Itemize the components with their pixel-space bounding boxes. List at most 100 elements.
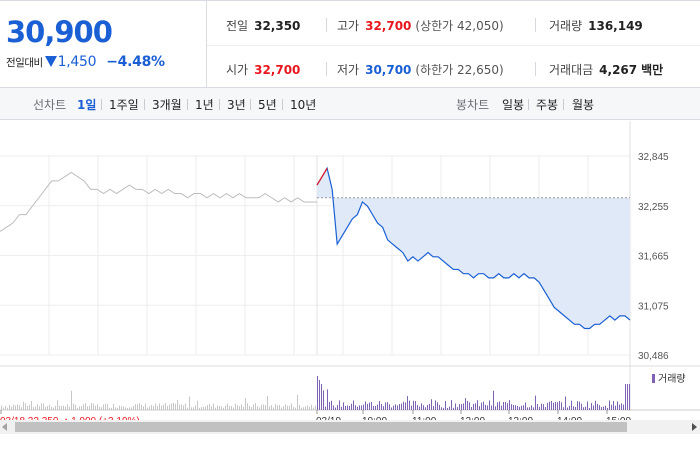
volume-bar [461, 404, 462, 410]
volume-bar [507, 403, 508, 410]
volume-bar [57, 400, 58, 410]
volume-bar [549, 401, 550, 410]
volume-bar [25, 403, 26, 410]
volume-bar [479, 406, 480, 410]
volume-bar [117, 407, 118, 410]
volume-bar [375, 405, 376, 410]
volume-bar [45, 406, 46, 410]
horizontal-scrollbar[interactable] [0, 420, 700, 434]
volume-bar [413, 400, 414, 410]
period-1-year[interactable]: 1년 [195, 98, 214, 112]
scroll-left-arrow-icon[interactable] [2, 423, 7, 431]
volume-bar [171, 403, 172, 410]
volume-bar [275, 403, 276, 410]
volume-bar [361, 405, 362, 410]
scroll-thumb[interactable] [15, 422, 627, 432]
volume-bar [309, 406, 310, 410]
volume-bar [161, 405, 162, 410]
volume-bar [417, 404, 418, 410]
volume-bar [123, 406, 124, 410]
volume-bar [211, 406, 212, 410]
volume-bar [109, 407, 110, 410]
row-divider [207, 45, 700, 46]
scroll-right-arrow-icon[interactable] [692, 423, 697, 431]
volume-bar [439, 404, 440, 410]
volume-bar [445, 401, 446, 410]
volume-bar [179, 404, 180, 410]
volume-bar [377, 404, 378, 410]
volume-bar [115, 407, 116, 410]
current-price: 30,900 [6, 15, 113, 49]
volume-bar [629, 384, 630, 410]
volume-bar [539, 406, 540, 410]
volume-bar [293, 406, 294, 410]
volume-bar [221, 406, 222, 410]
price-block: 30,900 전일대비 1,450 −4.48% [0, 1, 207, 88]
volume-bar [257, 406, 258, 410]
period-5-years[interactable]: 5년 [258, 98, 277, 112]
volume-bar [311, 404, 312, 410]
volume-bar [423, 405, 424, 410]
volume-bar [325, 406, 326, 410]
volume-bar [209, 403, 210, 410]
volume-bar [463, 403, 464, 410]
volume-bar [125, 407, 126, 410]
volume-bar [359, 405, 360, 410]
volume-bar [475, 403, 476, 410]
change-label: 전일대비 [6, 57, 43, 69]
stat-value: 32,700 [365, 19, 412, 33]
volume-bar [551, 401, 552, 410]
volume-bar [139, 403, 140, 410]
period-3-months[interactable]: 3개월 [152, 98, 182, 112]
volume-bar [411, 405, 412, 410]
volume-bar [229, 405, 230, 410]
y-tick-label: 32,255 [638, 202, 669, 213]
y-tick-label: 31,075 [638, 301, 669, 312]
divider [326, 62, 327, 76]
candle-weekly[interactable]: 주봉 [536, 98, 559, 112]
volume-bar [133, 405, 134, 410]
volume-bar [335, 407, 336, 410]
volume-bar [165, 403, 166, 410]
volume-bar [241, 404, 242, 410]
period-10-years[interactable]: 10년 [290, 98, 317, 112]
volume-bar [353, 400, 354, 410]
period-3-years[interactable]: 3년 [227, 98, 246, 112]
volume-bar [31, 400, 32, 410]
volume-bar [389, 404, 390, 410]
volume-bar [521, 405, 522, 410]
volume-bar [513, 404, 514, 410]
volume-bar [561, 402, 562, 410]
volume-bar [1, 405, 2, 410]
upper-limit: (상한가 42,050) [415, 19, 504, 33]
volume-bar [465, 398, 466, 410]
volume-bar [279, 404, 280, 410]
volume-bar [5, 405, 6, 410]
candle-chart-label: 봉차트 [456, 98, 490, 112]
volume-bar [369, 402, 370, 410]
volume-bar [541, 403, 542, 410]
volume-bar [37, 404, 38, 410]
candle-daily[interactable]: 일봉 [502, 98, 525, 112]
volume-bar [547, 402, 548, 410]
volume-bar [537, 403, 538, 410]
volume-bar [127, 407, 128, 410]
volume-bar [273, 407, 274, 410]
volume-bar [431, 399, 432, 410]
period-1-week[interactable]: 1주일 [109, 98, 139, 112]
volume-bar [485, 404, 486, 410]
volume-bar [287, 405, 288, 410]
candle-monthly[interactable]: 월봉 [572, 98, 595, 112]
volume-bar [35, 406, 36, 410]
volume-bar [297, 394, 298, 410]
volume-bar [143, 406, 144, 410]
volume-bar [303, 407, 304, 410]
stat-label: 전일 [226, 19, 249, 33]
volume-bar [63, 405, 64, 410]
volume-bar [137, 404, 138, 410]
volume-bar [409, 400, 410, 410]
period-1-day[interactable]: 1일 [77, 98, 97, 112]
volume-bar [107, 403, 108, 410]
volume-bar [247, 403, 248, 410]
